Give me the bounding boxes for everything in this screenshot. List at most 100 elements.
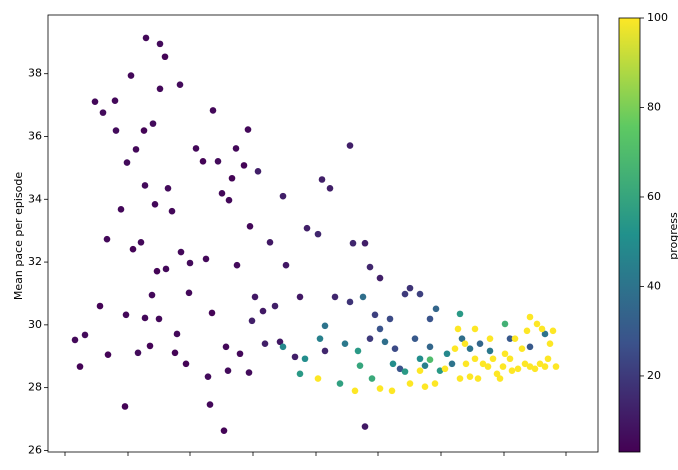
point bbox=[436, 367, 444, 374]
colorbar-tick-label: 40 bbox=[647, 279, 661, 292]
point bbox=[225, 196, 233, 204]
point bbox=[474, 375, 482, 382]
point bbox=[388, 387, 396, 395]
point bbox=[389, 360, 397, 368]
point bbox=[162, 265, 170, 273]
point bbox=[521, 360, 529, 368]
point bbox=[361, 423, 369, 430]
point bbox=[76, 363, 84, 370]
point bbox=[318, 176, 326, 183]
point bbox=[479, 360, 487, 368]
point bbox=[153, 267, 161, 275]
point bbox=[432, 305, 440, 313]
point bbox=[142, 34, 150, 42]
point bbox=[341, 340, 349, 347]
point bbox=[296, 293, 304, 301]
point bbox=[228, 174, 236, 182]
point bbox=[346, 142, 354, 149]
point bbox=[276, 338, 284, 346]
point bbox=[71, 336, 79, 344]
point bbox=[416, 355, 424, 363]
point bbox=[171, 349, 179, 357]
point bbox=[526, 343, 534, 351]
point bbox=[206, 401, 214, 408]
point bbox=[366, 335, 374, 342]
point bbox=[244, 126, 252, 133]
point bbox=[401, 290, 409, 298]
point bbox=[466, 345, 474, 353]
point bbox=[314, 375, 322, 382]
point bbox=[232, 145, 240, 152]
point bbox=[132, 146, 140, 153]
point bbox=[531, 365, 539, 373]
point bbox=[523, 327, 531, 335]
point bbox=[501, 350, 509, 358]
point bbox=[336, 380, 344, 387]
point bbox=[218, 190, 226, 197]
point bbox=[381, 338, 389, 346]
point bbox=[376, 325, 384, 333]
point bbox=[386, 315, 394, 323]
point bbox=[140, 127, 148, 134]
y-axis-label: Mean pace per episode bbox=[12, 172, 25, 301]
point bbox=[406, 380, 414, 387]
point bbox=[354, 347, 362, 355]
point bbox=[518, 345, 526, 353]
point bbox=[173, 330, 181, 338]
y-tick-label: 32 bbox=[28, 255, 42, 268]
colorbar-tick-label: 20 bbox=[647, 369, 661, 382]
point bbox=[493, 370, 501, 378]
point bbox=[214, 157, 222, 165]
point bbox=[279, 192, 287, 200]
point bbox=[259, 307, 267, 315]
point bbox=[462, 360, 470, 368]
axes-frame bbox=[47, 14, 599, 453]
point bbox=[321, 347, 329, 355]
y-tick-label: 36 bbox=[28, 129, 42, 142]
point bbox=[233, 261, 241, 269]
point bbox=[514, 365, 522, 373]
point bbox=[129, 245, 137, 253]
point bbox=[546, 340, 554, 347]
point bbox=[499, 363, 507, 370]
point bbox=[104, 351, 112, 358]
point bbox=[406, 284, 414, 292]
point bbox=[209, 107, 217, 114]
point bbox=[541, 330, 549, 338]
point bbox=[451, 345, 459, 353]
y-tick-label: 26 bbox=[28, 443, 42, 456]
point bbox=[112, 127, 120, 134]
point bbox=[155, 315, 163, 323]
point bbox=[266, 238, 274, 246]
point bbox=[222, 343, 230, 351]
point bbox=[506, 355, 514, 363]
point bbox=[489, 355, 497, 363]
point bbox=[526, 313, 534, 321]
point bbox=[508, 367, 516, 374]
point bbox=[351, 387, 359, 395]
point bbox=[426, 343, 434, 351]
point bbox=[137, 238, 145, 246]
point bbox=[245, 369, 253, 376]
point bbox=[536, 360, 544, 368]
point bbox=[291, 353, 299, 361]
point bbox=[236, 350, 244, 358]
point bbox=[122, 311, 130, 319]
point bbox=[552, 363, 560, 370]
point bbox=[123, 159, 131, 166]
point bbox=[296, 370, 304, 378]
point bbox=[476, 340, 484, 347]
point bbox=[141, 182, 149, 189]
point bbox=[301, 355, 309, 363]
point bbox=[177, 248, 185, 256]
point bbox=[371, 311, 379, 319]
point bbox=[471, 355, 479, 363]
point bbox=[202, 255, 210, 263]
point bbox=[506, 335, 514, 342]
point bbox=[416, 367, 424, 374]
point bbox=[526, 363, 534, 370]
point bbox=[533, 320, 541, 328]
point bbox=[346, 298, 354, 306]
point bbox=[149, 120, 157, 127]
